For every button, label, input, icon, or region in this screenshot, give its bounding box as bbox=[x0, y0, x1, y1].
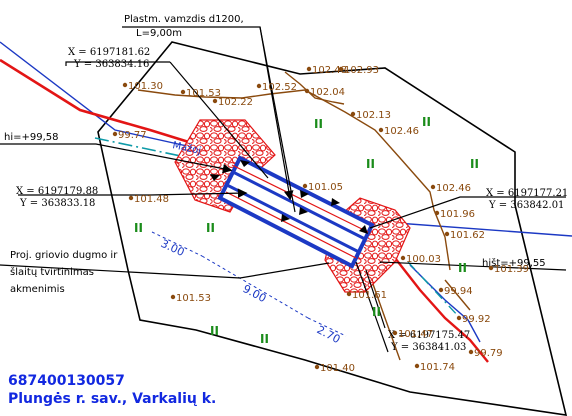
grass-mark: II bbox=[422, 115, 431, 129]
elevation-point-dot bbox=[400, 255, 406, 261]
elevation-99-92: 99.92 bbox=[462, 314, 491, 325]
pipe-length-label: L=9,00m bbox=[136, 28, 182, 39]
project-line-downstream bbox=[394, 257, 489, 363]
elevation-point-dot bbox=[302, 183, 308, 189]
elevation-point-dot bbox=[346, 291, 352, 297]
elevation-point-dot bbox=[438, 287, 444, 293]
elevation-point-dot bbox=[350, 111, 356, 117]
elevation-102-13: 102.13 bbox=[356, 110, 391, 121]
elevation-102-04: 102.04 bbox=[310, 87, 345, 98]
grass-mark: II bbox=[366, 157, 375, 171]
coord-3-y: Y = 363842.01 bbox=[488, 200, 564, 211]
elevation-point-dot bbox=[456, 315, 462, 321]
coord-2-y: Y = 363833.18 bbox=[19, 198, 95, 209]
elevation-point-dot bbox=[112, 131, 118, 137]
elevation-100-03: 100.03 bbox=[406, 254, 441, 265]
coord-4-y: Y = 363841.03 bbox=[390, 342, 466, 353]
grass-mark: II bbox=[206, 221, 215, 235]
elevation-102-46-right: 102.46 bbox=[436, 183, 471, 194]
elevation-point-dot bbox=[392, 330, 398, 336]
coord-2-x: X = 6197179.88 bbox=[16, 186, 98, 197]
site-boundary bbox=[97, 41, 568, 416]
elevation-99-79: 99.79 bbox=[474, 348, 503, 359]
grass-mark: II bbox=[372, 305, 381, 319]
elevation-101-53: 101.53 bbox=[186, 88, 221, 99]
dimension-right: 2.70 bbox=[315, 323, 343, 346]
elevation-102-48: 102.48 bbox=[312, 65, 347, 76]
elevation-point-dot bbox=[256, 83, 262, 89]
elevation-point-dot bbox=[170, 294, 176, 300]
dimension-left: 3.00 bbox=[159, 237, 187, 259]
elevation-101-47: 101.47 bbox=[398, 329, 433, 340]
grass-mark: II bbox=[210, 324, 219, 338]
elevation-point-dot bbox=[128, 195, 134, 201]
coord-4-x: X = 6197175.47 bbox=[388, 330, 470, 341]
elevation-point-dot bbox=[430, 184, 436, 190]
elevation-102-52: 102.52 bbox=[262, 82, 297, 93]
elevation-point-dot bbox=[212, 98, 218, 104]
elevation-points bbox=[112, 66, 494, 370]
elevation-point-dot bbox=[180, 89, 186, 95]
coord-3-x: X = 6197177.21 bbox=[486, 188, 568, 199]
coord-1-y: Y = 363834.16 bbox=[73, 59, 149, 70]
elevation-point-dot bbox=[468, 349, 474, 355]
culvert-pipe bbox=[217, 155, 375, 269]
elevation-101-74: 101.74 bbox=[420, 362, 455, 373]
site-code: 687400130057 bbox=[8, 373, 125, 389]
riverbed-label-line2: šlaitų tvirtinimas bbox=[10, 266, 94, 278]
elevation-102-93: 102.93 bbox=[344, 65, 379, 76]
elevation-101-30: 101.30 bbox=[128, 81, 163, 92]
elevation-102-46-top: 102.46 bbox=[384, 126, 419, 137]
elevation-point-dot bbox=[488, 265, 494, 271]
elevation-point-dot bbox=[414, 363, 420, 369]
elevation-99-77: 99.77 bbox=[118, 130, 147, 141]
elevation-point-dot bbox=[306, 66, 312, 72]
elevation-101-62: 101.62 bbox=[450, 230, 485, 241]
elevation-101-96: 101.96 bbox=[440, 209, 475, 220]
elevation-point-dot bbox=[378, 127, 384, 133]
grass-mark: II bbox=[314, 117, 323, 131]
leader-lines bbox=[0, 26, 567, 353]
site-identifier: 687400130057 Plungės r. sav., Varkalių k… bbox=[8, 372, 216, 408]
riverbed-label-line1: Proj. griovio dugmo ir bbox=[10, 250, 118, 261]
hi-label: hi=+99,58 bbox=[4, 132, 59, 143]
elevation-99-94: 99.94 bbox=[444, 286, 473, 297]
dimension-lines bbox=[151, 231, 347, 337]
elevation-point-dot bbox=[304, 88, 310, 94]
grass-mark: II bbox=[458, 261, 467, 275]
dimension-length: 9.00 bbox=[241, 282, 269, 305]
grass-mark: II bbox=[470, 157, 479, 171]
ditch-line-right bbox=[382, 221, 572, 237]
grass-mark: II bbox=[260, 332, 269, 346]
hist-label: hišt=+99,55 bbox=[482, 257, 546, 269]
site-location: Plungės r. sav., Varkalių k. bbox=[8, 391, 217, 407]
pipe-label: Plastm. vamzdis d1200, bbox=[124, 14, 244, 25]
flow-arrows bbox=[210, 160, 368, 234]
elevation-101-53-bottom: 101.53 bbox=[176, 293, 211, 304]
elevation-point-dot bbox=[314, 364, 320, 370]
elevation-101-39: 101.39 bbox=[494, 264, 529, 275]
elevation-101-05: 101.05 bbox=[308, 182, 343, 193]
stream-name: Mažoj bbox=[171, 139, 202, 157]
elevation-101-48: 101.48 bbox=[134, 194, 169, 205]
elevation-point-dot bbox=[444, 231, 450, 237]
elevation-102-22: 102.22 bbox=[218, 97, 253, 108]
elevation-101-61: 101.61 bbox=[352, 290, 387, 301]
elevation-point-dot bbox=[338, 66, 344, 72]
riverbed-label-line3: akmenimis bbox=[10, 284, 65, 295]
ditch-axis-downstream bbox=[407, 261, 461, 319]
ditch-axis bbox=[94, 137, 191, 159]
elevation-point-dot bbox=[434, 210, 440, 216]
coord-1-x: X = 6197181.62 bbox=[68, 47, 150, 58]
elevation-101-40: 101.40 bbox=[320, 363, 355, 374]
elevation-point-dot bbox=[122, 82, 128, 88]
grass-mark: II bbox=[134, 221, 143, 235]
